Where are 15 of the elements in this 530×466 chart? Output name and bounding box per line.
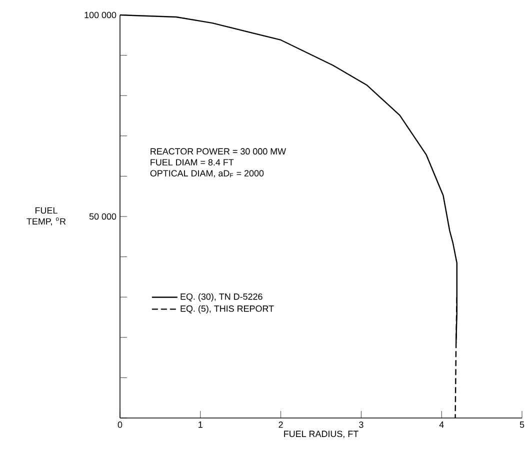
y-tick-label: 100 000 <box>84 12 116 18</box>
x-tick-label: 0 <box>118 422 122 428</box>
legend-label: EQ. (5), THIS REPORT <box>180 305 274 314</box>
y-axis-title: FUEL TEMP, $^{o}$R <box>26 207 66 226</box>
annotation: OPTICAL DIAM, aD$_{F}$ = 2000 <box>150 170 264 178</box>
x-tick-label: 5 <box>520 422 524 428</box>
legend-label: EQ. (30), TN D-5226 <box>180 293 262 302</box>
x-tick-label: 2 <box>278 422 283 428</box>
annotation: FUEL DIAM = 8.4 FT <box>150 159 234 166</box>
annotation: REACTOR POWER = 30 000 MW <box>150 148 286 155</box>
x-axis-title: FUEL RADIUS, FT <box>284 430 358 438</box>
x-tick-label: 1 <box>198 422 202 428</box>
x-tick-label: 4 <box>439 422 444 428</box>
x-tick-label: 3 <box>359 422 364 428</box>
y-tick-label: 50 000 <box>89 213 116 220</box>
